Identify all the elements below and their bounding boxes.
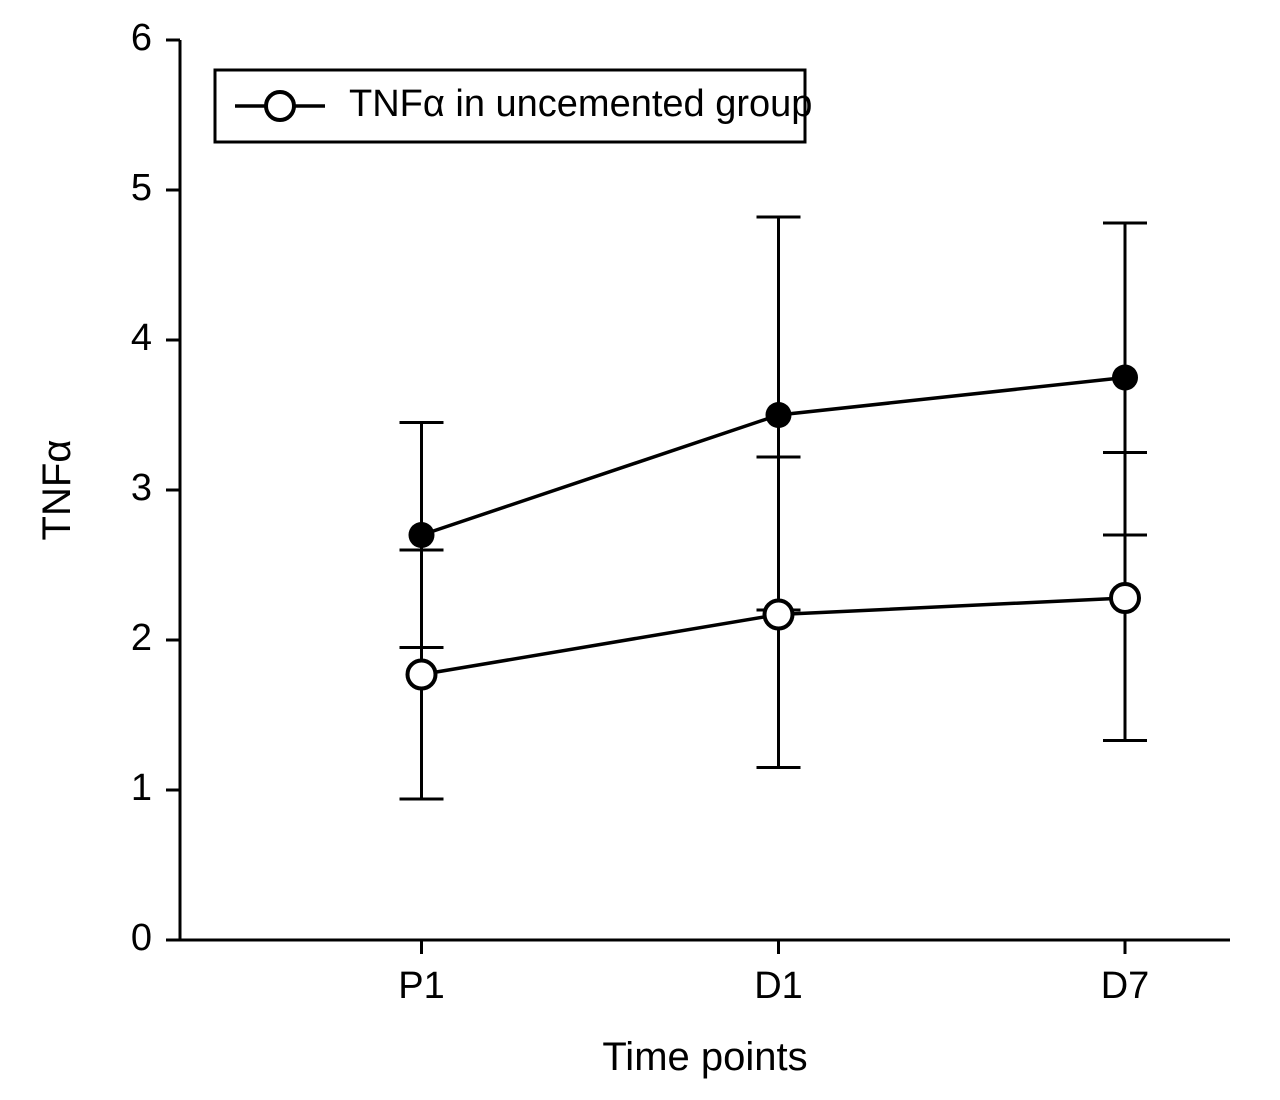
x-tick-label: D7 [1101, 965, 1150, 1007]
x-axis-title: Time points [602, 1035, 807, 1079]
chart-svg: 0 1 2 3 4 5 6 P1 D1 D7 TNFα Time points TNFα in unce… [0, 0, 1280, 1100]
marker-uncemented [1111, 584, 1139, 612]
legend-label: TNFα in uncemented group [349, 83, 812, 125]
y-tick-label: 0 [131, 917, 152, 959]
legend-marker-icon [266, 92, 294, 120]
marker-cemented [409, 522, 435, 548]
x-tick-label: P1 [398, 965, 444, 1007]
y-tick-label: 2 [131, 617, 152, 659]
y-tick-label: 4 [131, 317, 152, 359]
y-tick-label: 1 [131, 767, 152, 809]
y-axis-title: TNFα [35, 440, 79, 541]
marker-cemented [766, 402, 792, 428]
y-tick-label: 5 [131, 167, 152, 209]
y-tick-label: 6 [131, 17, 152, 59]
y-tick-label: 3 [131, 467, 152, 509]
marker-uncemented [408, 661, 436, 689]
marker-cemented [1112, 365, 1138, 391]
x-tick-label: D1 [754, 965, 803, 1007]
marker-uncemented [765, 601, 793, 629]
chart-container: 0 1 2 3 4 5 6 P1 D1 D7 TNFα Time points TNFα in unce… [0, 0, 1280, 1100]
